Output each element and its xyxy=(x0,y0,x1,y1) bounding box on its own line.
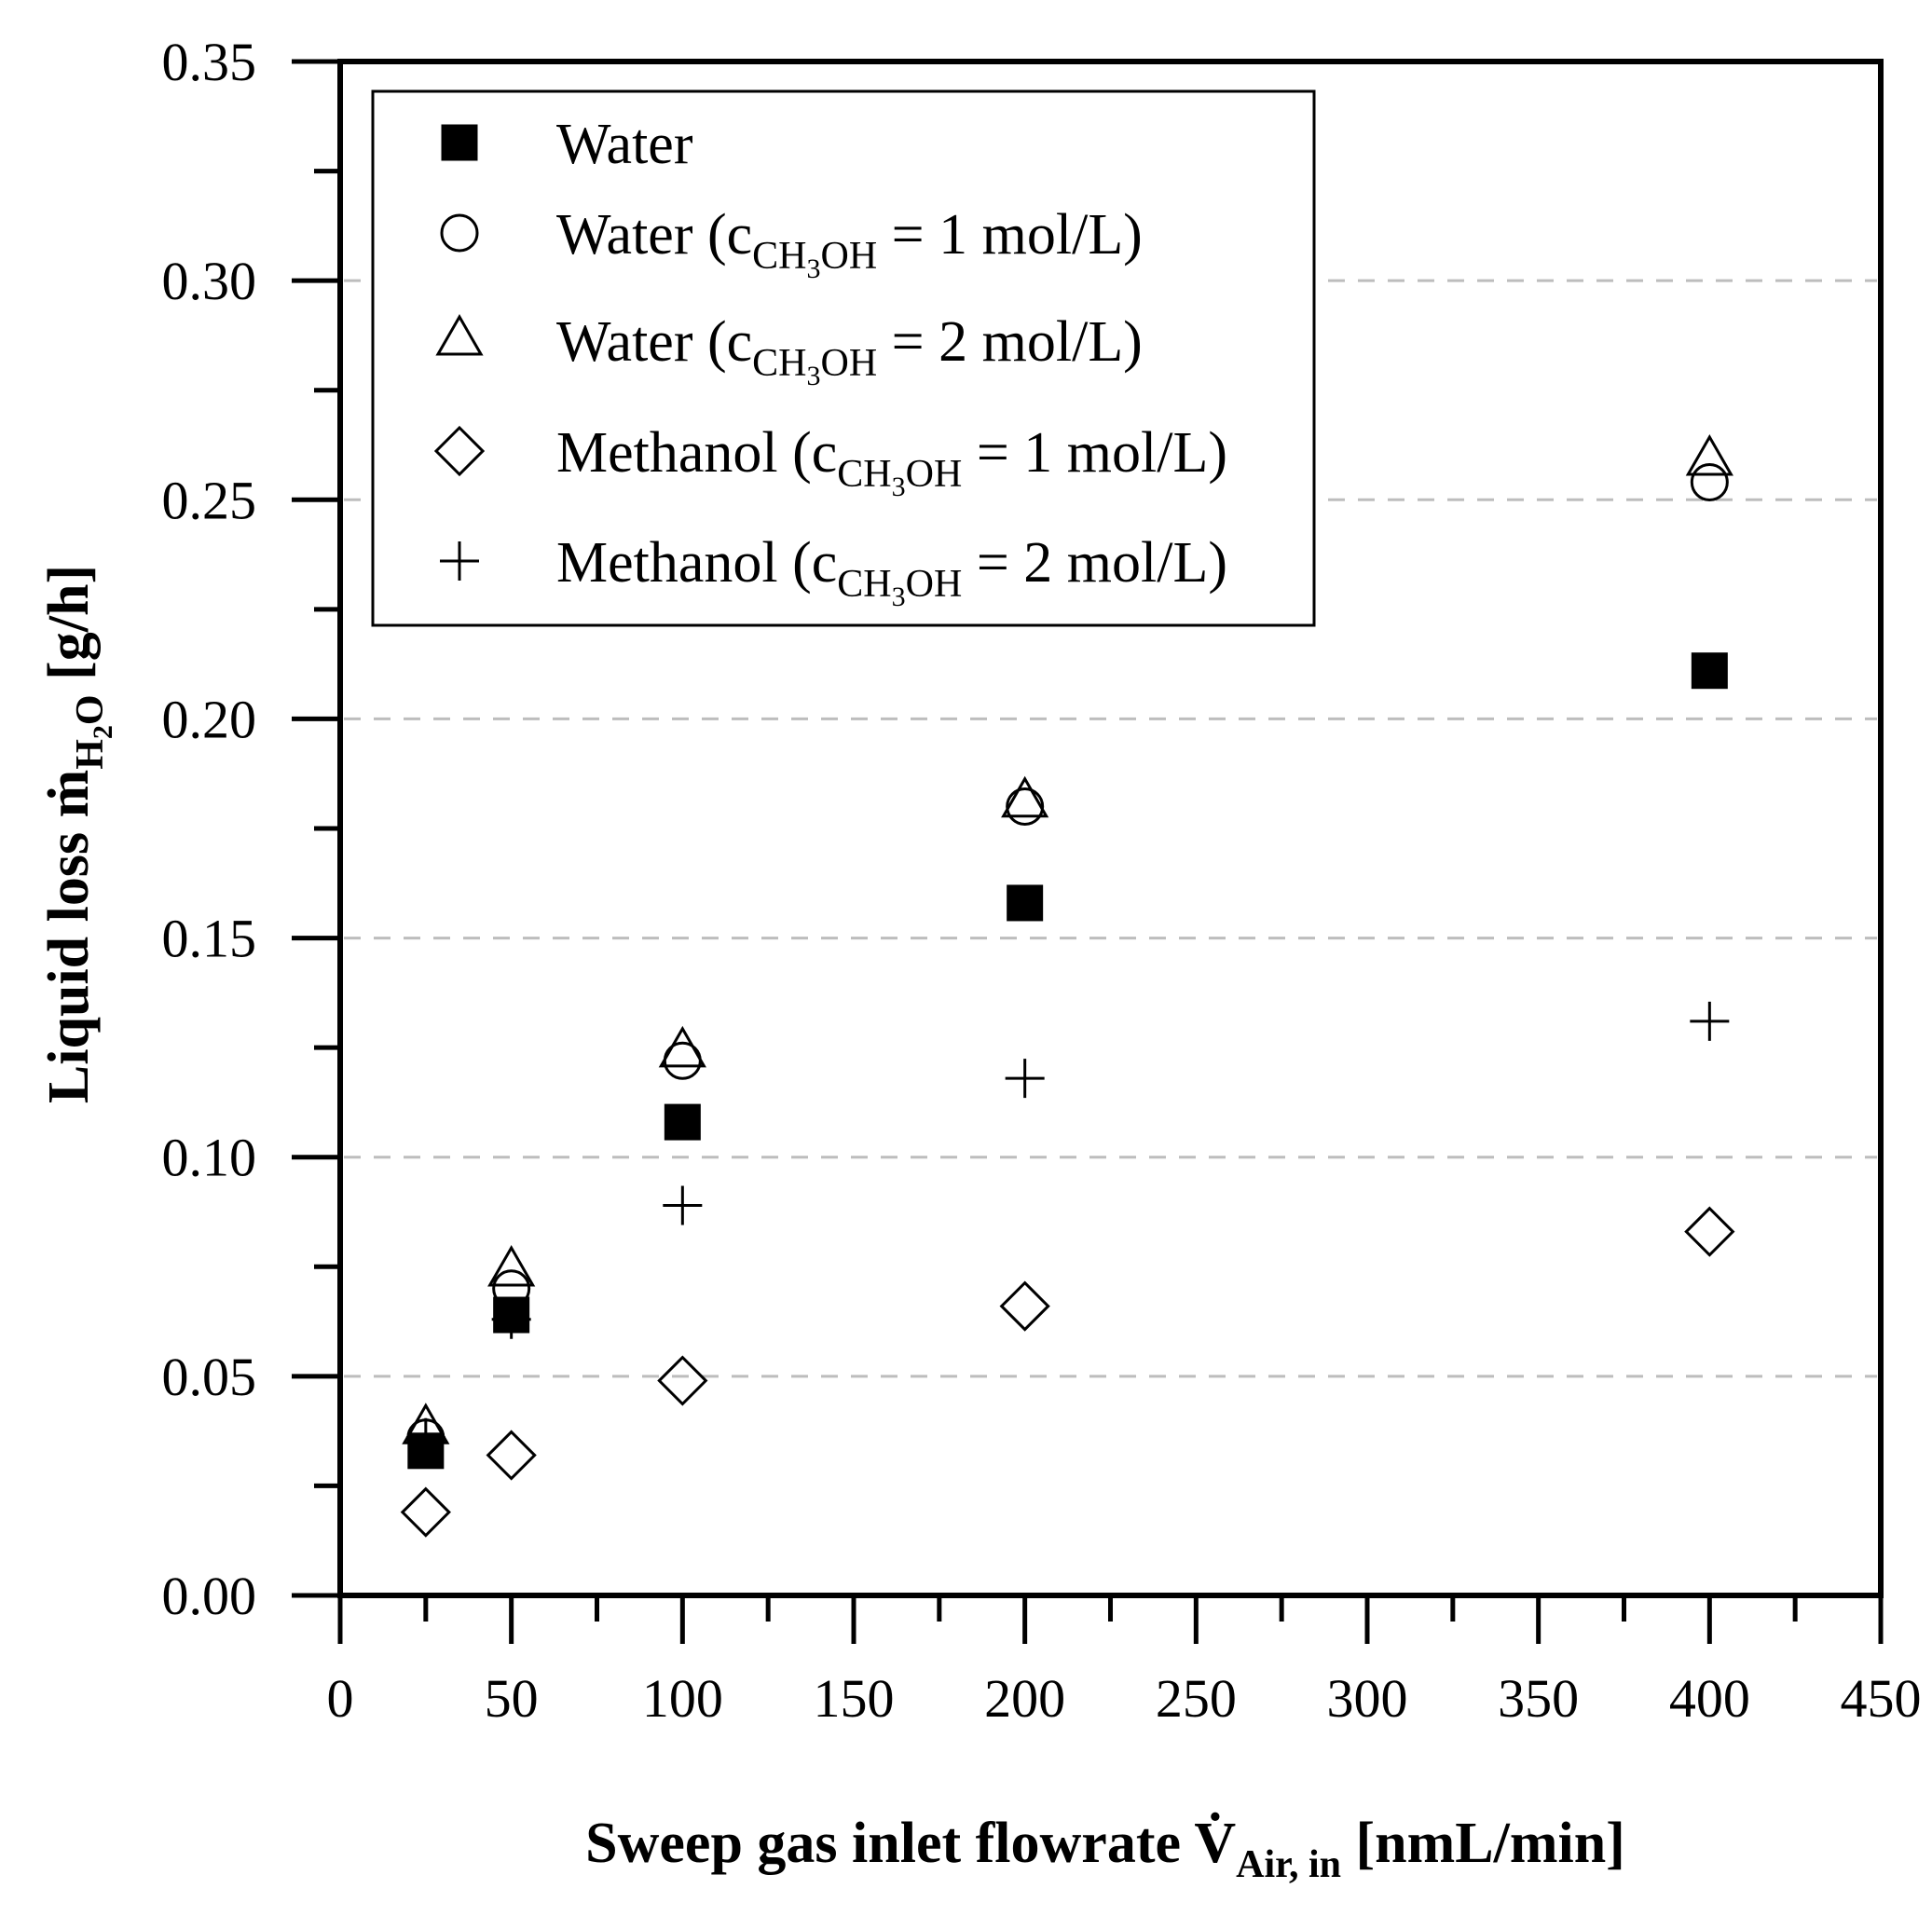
legend-label-text: Water (c xyxy=(556,203,752,267)
data-point xyxy=(1685,433,1733,476)
y-tick-label: 0.35 xyxy=(162,32,257,92)
legend-marker xyxy=(440,213,479,253)
y-axis-title-sub-o: O xyxy=(69,694,112,725)
legend-label-sub3: OH xyxy=(821,342,878,385)
legend-label-post: = 1 mol/L) xyxy=(962,421,1227,485)
legend-label-text: Water xyxy=(556,113,693,176)
legend-label-post: = 2 mol/L) xyxy=(962,531,1227,595)
y-tick-label: 0.05 xyxy=(162,1347,257,1407)
series-5 xyxy=(405,1001,1730,1458)
data-point xyxy=(1691,652,1728,690)
axes xyxy=(292,59,1884,1644)
x-tick-labels: 0 50 100 150 200 250 300 350 400 450 xyxy=(327,1668,1922,1729)
x-tick-label: 450 xyxy=(1841,1668,1922,1729)
y-axis-title: Liquid loss ṁH2O [g/h] xyxy=(37,565,118,1103)
y-tick-label: 0.25 xyxy=(162,470,257,530)
x-tick-label: 350 xyxy=(1498,1668,1579,1729)
legend-label: Methanol (cCH3OH = 2 mol/L) xyxy=(556,531,1227,612)
legend-label-sub2: 3 xyxy=(807,253,821,284)
y-axis-title-unit: [g/h] xyxy=(37,565,101,695)
legend-label: Water (cCH3OH = 1 mol/L) xyxy=(556,203,1143,284)
data-point xyxy=(664,1103,701,1141)
y-tick-label: 0.20 xyxy=(162,689,257,749)
legend-label-sub: CH xyxy=(837,453,891,496)
x-axis-title-sub: Air, in xyxy=(1236,1843,1341,1886)
legend-label-sub2: 3 xyxy=(892,582,906,612)
legend-label-sub: CH xyxy=(752,235,806,278)
legend-entry: Methanol (cCH3OH = 2 mol/L) xyxy=(440,531,1227,612)
data-point xyxy=(1690,462,1729,501)
legend-label: Methanol (cCH3OH = 1 mol/L) xyxy=(556,421,1227,502)
y-tick-label: 0.30 xyxy=(162,251,257,311)
y-tick-label: 0.15 xyxy=(162,909,257,969)
legend-label-text: Water (c xyxy=(556,310,752,374)
y-tick-label: 0.10 xyxy=(162,1128,257,1188)
data-point xyxy=(491,1299,531,1339)
data-point xyxy=(999,1280,1050,1332)
legend-label: Water xyxy=(556,113,693,176)
y-tick-label: 0.00 xyxy=(162,1566,257,1626)
legend-label-text: Methanol (c xyxy=(556,531,837,595)
data-point xyxy=(1007,884,1044,922)
legend-marker xyxy=(440,541,479,581)
legend-label-post: = 2 mol/L) xyxy=(877,310,1143,374)
legend-label-sub: CH xyxy=(837,563,891,606)
data-points xyxy=(400,433,1735,1538)
y-axis-title-main: Liquid loss m xyxy=(37,770,101,1103)
data-point xyxy=(1006,787,1045,826)
legend-marker xyxy=(433,425,486,477)
x-tick-label: 150 xyxy=(814,1668,895,1729)
data-point xyxy=(1684,1206,1735,1257)
legend-label-sub3: OH xyxy=(906,563,963,606)
data-point xyxy=(1690,1001,1730,1041)
data-point xyxy=(1005,1059,1045,1099)
x-tick-label: 250 xyxy=(1156,1668,1237,1729)
x-tick-label: 100 xyxy=(642,1668,723,1729)
legend-entry: Water (cCH3OH = 1 mol/L) xyxy=(440,203,1143,284)
x-tick-label: 400 xyxy=(1669,1668,1750,1729)
y-tick-labels: 0.00 0.05 0.10 0.15 0.20 0.25 0.30 0.35 xyxy=(162,32,257,1626)
legend-entry: Water (cCH3OH = 2 mol/L) xyxy=(435,310,1143,391)
legend-label-sub: CH xyxy=(752,342,806,385)
data-point xyxy=(1001,775,1049,818)
legend-label-sub3: OH xyxy=(906,453,963,496)
legend-label-sub2: 3 xyxy=(807,361,821,391)
legend-marker xyxy=(441,124,478,161)
legend-label: Water (cCH3OH = 2 mol/L) xyxy=(556,310,1143,391)
legend-label-post: = 1 mol/L) xyxy=(877,203,1143,267)
x-axis-title-unit: [nmL/min] xyxy=(1341,1812,1625,1875)
series-4 xyxy=(400,1206,1735,1538)
x-tick-label: 50 xyxy=(485,1668,539,1729)
legend-entry: Methanol (cCH3OH = 1 mol/L) xyxy=(433,421,1227,502)
legend-label-sub3: OH xyxy=(821,235,878,278)
legend-label-text: Methanol (c xyxy=(556,421,837,485)
data-point xyxy=(486,1430,537,1481)
data-point xyxy=(487,1244,536,1287)
data-point xyxy=(405,1417,445,1458)
data-point xyxy=(400,1486,451,1538)
data-point xyxy=(657,1355,708,1406)
y-axis-title-sub-h: H xyxy=(69,739,112,770)
x-axis-title-main: Sweep gas inlet flowrate V xyxy=(585,1812,1236,1875)
y-axis-title-sub-2: 2 xyxy=(88,725,118,739)
legend-entry: Water xyxy=(441,113,693,176)
legend-box xyxy=(371,89,1316,627)
legend-label-sub2: 3 xyxy=(892,472,906,502)
legend-marker xyxy=(435,313,484,356)
x-axis-title: Sweep gas inlet flowrate V̇Air, in [nmL/… xyxy=(585,1812,1625,1886)
data-point xyxy=(658,1025,706,1068)
x-tick-label: 300 xyxy=(1327,1668,1408,1729)
data-point xyxy=(663,1185,703,1225)
x-tick-label: 200 xyxy=(984,1668,1065,1729)
x-tick-label: 0 xyxy=(327,1668,354,1729)
